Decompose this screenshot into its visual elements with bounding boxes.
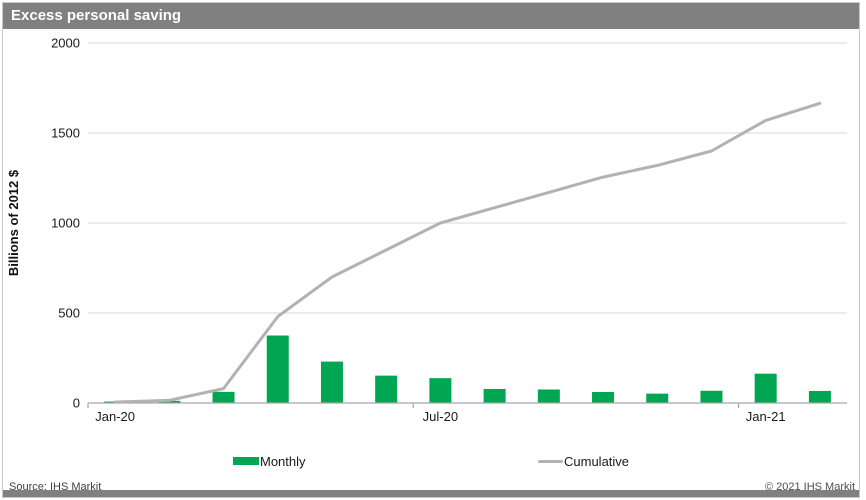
bottom-bar <box>3 490 859 497</box>
chart-title: Excess personal saving <box>11 7 182 24</box>
legend-label-cumulative: Cumulative <box>564 453 630 469</box>
monthly-bar <box>592 392 615 403</box>
chart-title-bar: Excess personal saving <box>3 3 859 29</box>
y-tick-label: 1000 <box>51 216 80 231</box>
y-tick-label: 500 <box>58 306 80 321</box>
x-tick-label: Jul-20 <box>423 409 458 424</box>
legend-item-monthly: Monthly <box>233 453 306 469</box>
monthly-bar <box>429 378 452 403</box>
y-axis-title: Billions of 2012 $ <box>6 169 21 276</box>
monthly-bar-swatch-icon <box>233 457 259 465</box>
cumulative-line <box>113 101 822 404</box>
monthly-bar <box>808 390 831 403</box>
monthly-bar <box>158 400 181 403</box>
monthly-bar <box>700 390 723 403</box>
chart-plot-area: 0 500 1000 1500 2000 Billions of 2012 $ Jan-20… <box>6 36 847 424</box>
monthly-bar <box>320 361 343 403</box>
legend-label-monthly: Monthly <box>260 453 306 469</box>
monthly-bar <box>483 388 506 403</box>
monthly-bar <box>266 335 289 403</box>
x-tick-label: Jan-20 <box>95 409 135 424</box>
y-tick-label: 2000 <box>51 36 80 51</box>
cumulative-line-swatch-icon <box>538 459 563 463</box>
y-tick-label: 1500 <box>51 126 80 141</box>
monthly-bar <box>646 393 669 403</box>
x-tick-label: Jan-21 <box>746 409 786 424</box>
monthly-bar <box>375 375 398 403</box>
legend-item-cumulative: Cumulative <box>538 453 629 469</box>
monthly-bar <box>754 373 777 403</box>
monthly-bar <box>212 391 235 403</box>
chart-legend: Monthly Cumulative <box>3 453 859 471</box>
y-tick-label: 0 <box>73 396 80 411</box>
monthly-bar <box>537 389 560 403</box>
